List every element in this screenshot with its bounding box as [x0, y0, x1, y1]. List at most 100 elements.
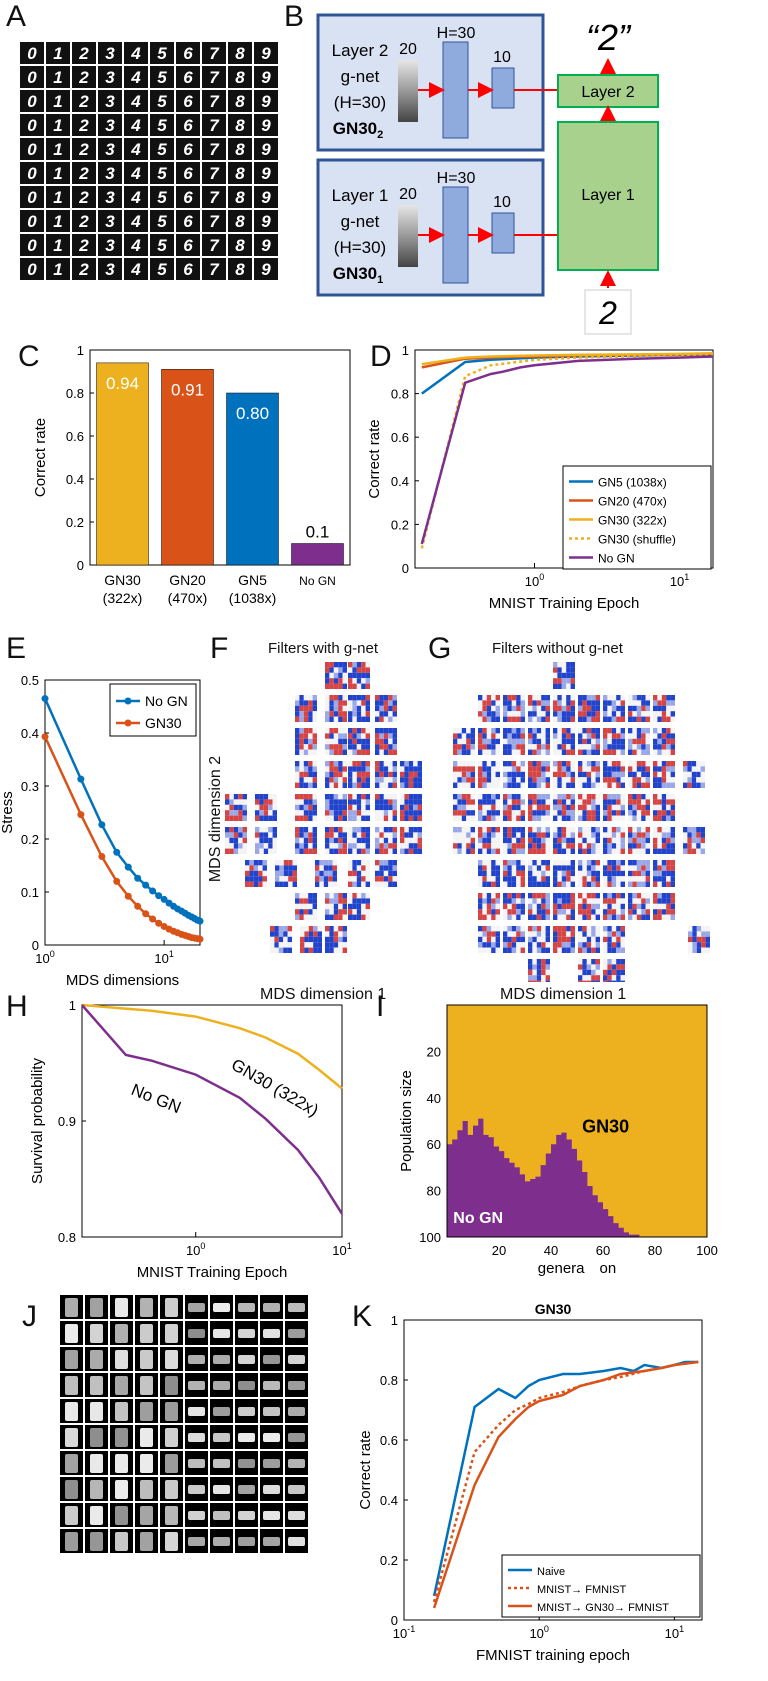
fmnist-item — [115, 1376, 128, 1395]
filter-tile — [400, 794, 422, 821]
panel-g-xlabel: MDS dimension 1 — [500, 986, 627, 1003]
digit-cell — [98, 138, 122, 160]
digit-cell — [202, 42, 226, 64]
filter-tile — [578, 794, 600, 821]
legend-marker — [124, 697, 132, 705]
digit-cell — [254, 114, 278, 136]
digit-glyph: 6 — [183, 140, 193, 159]
panel-label-j: J — [22, 1300, 37, 1333]
digit-cell — [46, 234, 70, 256]
digit-cell — [202, 90, 226, 112]
digit-cell — [20, 66, 44, 88]
fmnist-item — [165, 1428, 178, 1447]
filter-tile — [578, 860, 600, 887]
digit-glyph: 2 — [78, 68, 89, 87]
data-point — [142, 910, 150, 918]
bar-0 — [96, 362, 149, 566]
digit-glyph: 3 — [105, 260, 115, 279]
layer1-box — [557, 121, 659, 271]
fmnist-item — [140, 1480, 153, 1499]
y-tick-label: 1 — [69, 1000, 76, 1013]
digit-glyph: 5 — [157, 116, 167, 135]
filter-tile — [653, 728, 675, 755]
fmnist-item — [90, 1480, 103, 1499]
digit-glyph: 7 — [209, 188, 220, 207]
digit-cell — [124, 138, 148, 160]
digit-glyph: 5 — [157, 260, 167, 279]
digit-glyph: 5 — [157, 188, 167, 207]
filter-tile — [375, 860, 397, 887]
y-tick-label: 0.4 — [380, 1493, 398, 1508]
panel-f-xlabel: MDS dimension 1 — [260, 986, 387, 1003]
digit-cell — [202, 138, 226, 160]
y-tick-label: 0.5 — [21, 673, 39, 688]
y-tick-label: 0.8 — [58, 1230, 76, 1245]
filter-tile — [628, 695, 650, 722]
digit-glyph: 5 — [157, 236, 167, 255]
filter-tile — [528, 761, 550, 788]
filter-tile — [348, 827, 370, 854]
digit-cell — [20, 138, 44, 160]
digit-cell — [72, 258, 96, 280]
digit-glyph: 8 — [235, 236, 245, 255]
digit-cell — [72, 210, 96, 232]
digit-cell — [124, 186, 148, 208]
digit-cell — [176, 42, 200, 64]
digit-glyph: 9 — [261, 44, 271, 63]
y-axis-label: Correct rate — [357, 1430, 374, 1509]
bar-2 — [226, 392, 279, 566]
digit-glyph: 3 — [105, 188, 115, 207]
x-tick-label: 60 — [596, 1243, 610, 1258]
y-tick-label: 0.8 — [66, 386, 84, 401]
data-point — [196, 935, 204, 943]
digit-glyph: 1 — [53, 92, 62, 111]
digit-cell — [46, 258, 70, 280]
filter-tile — [553, 662, 575, 689]
filter-tile — [325, 893, 347, 920]
y-tick-label: 0.6 — [380, 1433, 398, 1448]
fmnist-item — [115, 1428, 128, 1447]
filter-tile — [255, 827, 277, 854]
filter-tile — [478, 827, 500, 854]
filter-tile — [653, 695, 675, 722]
digit-glyph: 2 — [78, 212, 89, 231]
fmnist-item — [90, 1506, 103, 1525]
digit-cell — [176, 66, 200, 88]
filter-tile — [553, 695, 575, 722]
fmnist-item — [115, 1454, 128, 1473]
y-axis-label: Survival probability — [29, 1058, 46, 1184]
digit-glyph: 8 — [235, 164, 245, 183]
x-category-label: GN5 — [238, 572, 267, 588]
fmnist-item — [213, 1537, 230, 1546]
filter-tile — [503, 827, 525, 854]
filter-tile — [325, 794, 347, 821]
fmnist-item — [213, 1511, 230, 1520]
layer2-gn-name: GN302 — [333, 119, 384, 141]
fmnist-item — [165, 1324, 178, 1343]
layer2-out-size: 10 — [493, 49, 511, 66]
panel-d-line-chart: 0 0.2 0.4 0.6 0.8 1 100 101 MNIST Training Epoch… — [366, 343, 714, 612]
digit-glyph: 8 — [235, 140, 245, 159]
digit-cell — [176, 90, 200, 112]
filter-tile — [553, 794, 575, 821]
legend-label: GN30 — [145, 715, 182, 731]
digit-cell — [124, 90, 148, 112]
y-tick-label: 0.8 — [391, 387, 409, 402]
plot-frame — [81, 1004, 343, 1238]
digit-cell — [98, 258, 122, 280]
digit-cell — [72, 138, 96, 160]
digit-cell — [98, 66, 122, 88]
filter-tile — [375, 794, 397, 821]
digit-glyph: 1 — [53, 212, 62, 231]
digit-glyph: 4 — [130, 116, 141, 135]
y-tick-label: 1 — [391, 1313, 398, 1328]
digit-glyph: 0 — [27, 188, 37, 207]
series-line-2 — [421, 352, 714, 366]
digit-glyph: 0 — [27, 212, 37, 231]
filter-tile — [295, 893, 317, 920]
legend-label: GN20 (470x) — [598, 495, 667, 509]
digit-glyph: 7 — [209, 140, 220, 159]
fmnist-item — [188, 1329, 205, 1338]
fmnist-item — [188, 1511, 205, 1520]
filter-tile — [503, 926, 525, 953]
